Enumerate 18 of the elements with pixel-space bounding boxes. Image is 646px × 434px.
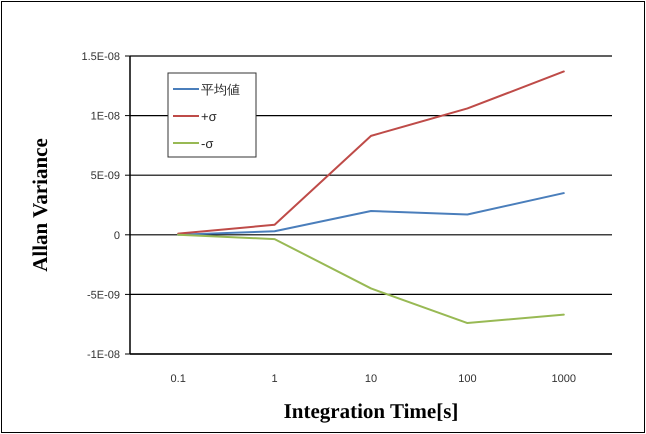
y-tick-label: -1E-08 (86, 349, 120, 361)
x-axis-title: Integration Time[s] (284, 399, 458, 423)
line-series (177, 234, 565, 324)
x-tick-label: 10 (364, 373, 378, 385)
x-tick-label: 100 (458, 373, 477, 385)
y-tick-label: 1E-08 (90, 110, 120, 123)
legend-label: 平均値 (201, 82, 240, 97)
y-tick-label: -5E-09 (86, 289, 120, 302)
legend-label: +σ (201, 109, 217, 124)
line-series (177, 70, 565, 235)
x-tick-label: 1000 (552, 373, 576, 385)
y-axis-title: Allan Variance (28, 138, 52, 272)
y-tick-label: 1.5E-08 (81, 51, 120, 63)
x-tick-label: 1 (272, 373, 278, 385)
legend-label: -σ (201, 136, 214, 151)
y-tick-label: 5E-09 (90, 170, 120, 182)
x-tick-label: 0.1 (170, 373, 186, 385)
y-tick-label: 0 (114, 230, 120, 242)
